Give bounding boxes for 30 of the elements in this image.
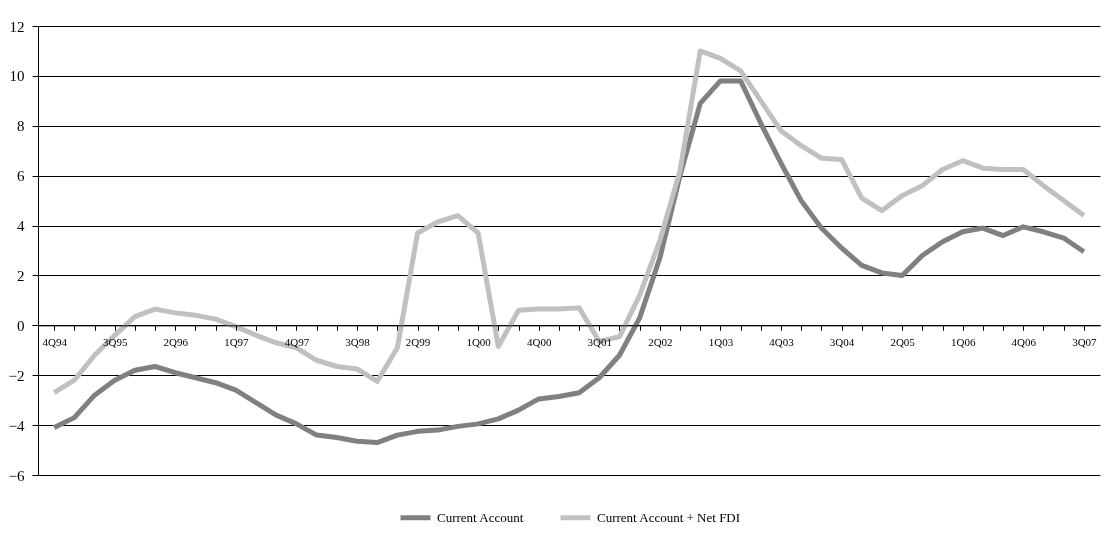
x-tick-label: 3Q01 [587, 335, 613, 348]
y-tick-label: 4 [17, 218, 25, 235]
y-tick-label: 6 [17, 168, 25, 185]
x-tick-label: 4Q06 [1011, 335, 1037, 348]
x-tick-label: 3Q98 [345, 335, 371, 348]
x-tick-label: 3Q04 [829, 335, 855, 348]
y-tick-label: 0 [17, 317, 25, 334]
legend-label: Current Account + Net FDI [597, 509, 741, 525]
x-tick-label: 3Q07 [1072, 335, 1098, 348]
x-tick-label: 4Q97 [284, 335, 310, 348]
x-tick-label: 2Q96 [163, 335, 189, 348]
legend-label: Current Account [437, 509, 524, 525]
x-tick-label: 1Q00 [466, 335, 492, 348]
x-tick-label: 4Q00 [526, 335, 552, 348]
y-tick-label: −6 [8, 467, 25, 484]
x-tick-label: 2Q02 [648, 335, 673, 348]
x-tick-label: 4Q94 [42, 335, 68, 348]
y-tick-label: −2 [8, 367, 25, 384]
x-tick-label: 1Q03 [708, 335, 734, 348]
y-tick-label: −4 [8, 417, 25, 434]
y-tick-label: 10 [9, 68, 25, 85]
y-tick-label: 12 [9, 18, 25, 35]
x-tick-label: 4Q03 [769, 335, 795, 348]
y-tick-label: 8 [17, 118, 25, 135]
x-tick-label: 2Q05 [890, 335, 916, 348]
x-tick-label: 2Q99 [405, 335, 431, 348]
x-tick-label: 3Q95 [103, 335, 128, 348]
x-tick-label: 1Q06 [950, 335, 976, 348]
x-tick-label: 1Q97 [224, 335, 250, 348]
y-tick-label: 2 [17, 267, 25, 284]
